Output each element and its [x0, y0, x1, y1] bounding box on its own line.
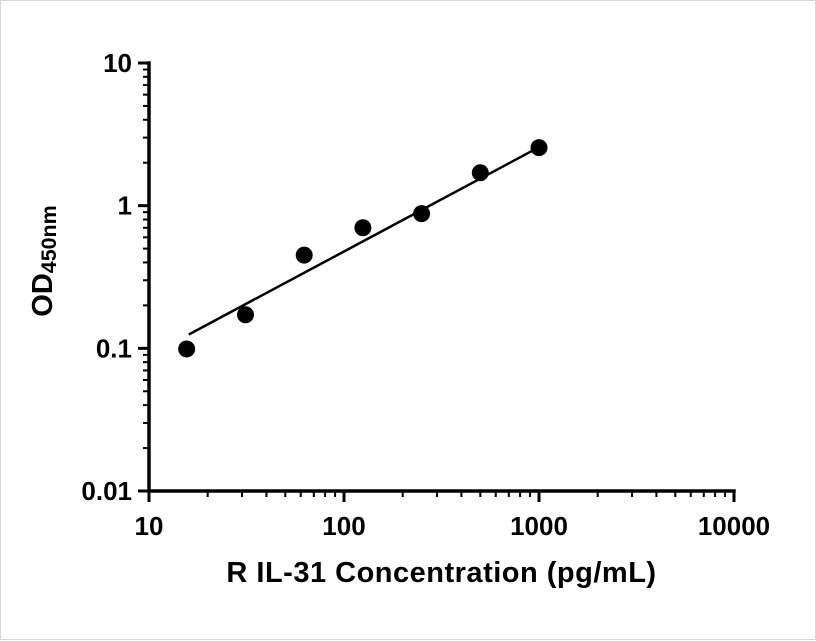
y-axis-title-main: OD [27, 273, 59, 317]
y-tick-label: 10 [103, 48, 132, 78]
y-tick-label: 0.01 [81, 476, 132, 506]
y-axis-title-subscript: 450nm [36, 205, 61, 274]
data-point [236, 306, 254, 324]
y-axis-title: OD450nm [27, 205, 61, 317]
data-point [295, 246, 313, 264]
axis-lines [147, 61, 736, 493]
x-tick-label: 10000 [698, 511, 770, 541]
x-tick-label: 10 [135, 511, 164, 541]
data-point [530, 139, 548, 157]
y-tick-label: 1 [118, 191, 132, 221]
y-tick-label: 0.1 [96, 333, 132, 363]
data-point [178, 340, 196, 358]
data-point [471, 164, 489, 182]
x-tick-label: 1000 [510, 511, 568, 541]
data-point [354, 219, 372, 237]
x-axis-title: R IL-31 Concentration (pg/mL) [226, 557, 657, 589]
x-tick-label: 100 [322, 511, 365, 541]
data-point [413, 205, 431, 223]
